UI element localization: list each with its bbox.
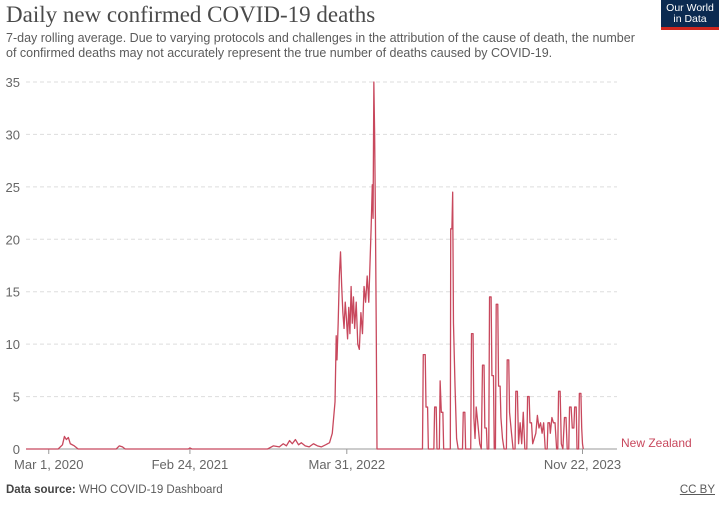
x-tick-label: Mar 31, 2022	[308, 457, 385, 472]
chart-title: Daily new confirmed COVID-19 deaths	[6, 2, 376, 27]
series-legend: New Zealand	[621, 436, 692, 450]
y-tick-label: 25	[6, 180, 20, 195]
x-tick-label: Mar 1, 2020	[14, 457, 83, 472]
y-tick-label: 35	[6, 75, 20, 90]
logo-line-1: Our World	[666, 2, 714, 14]
data-source: Data source: WHO COVID-19 Dashboard	[6, 484, 223, 496]
x-tick-labels: Mar 1, 2020 Feb 24, 2021 Mar 31, 2022 Nov 2…	[14, 449, 621, 472]
logo-line-2: in Data	[673, 13, 707, 25]
y-tick-labels: 0 5 10 15 20 25 30 35	[6, 75, 20, 457]
x-tick-label: Feb 24, 2021	[152, 457, 229, 472]
x-tick-label: Nov 22, 2023	[544, 457, 621, 472]
y-tick-label: 0	[13, 442, 20, 457]
logo-accent-bar	[661, 27, 719, 30]
y-tick-label: 30	[6, 127, 20, 142]
series-line-new-zealand[interactable]	[26, 81, 584, 450]
chart-subtitle: 7-day rolling average. Due to varying pr…	[6, 31, 635, 60]
y-gridlines	[26, 81, 617, 450]
y-tick-label: 5	[13, 390, 20, 405]
y-tick-label: 10	[6, 337, 20, 352]
data-source-text: WHO COVID-19 Dashboard	[78, 484, 223, 496]
series-legend-label[interactable]: New Zealand	[621, 436, 692, 450]
license-link[interactable]: CC BY	[679, 484, 715, 496]
y-tick-label: 15	[6, 285, 20, 300]
owid-logo[interactable]: Our World in Data	[661, 0, 719, 30]
series-group	[26, 81, 584, 450]
y-tick-label: 20	[6, 232, 20, 247]
data-source-label: Data source:	[6, 484, 76, 496]
